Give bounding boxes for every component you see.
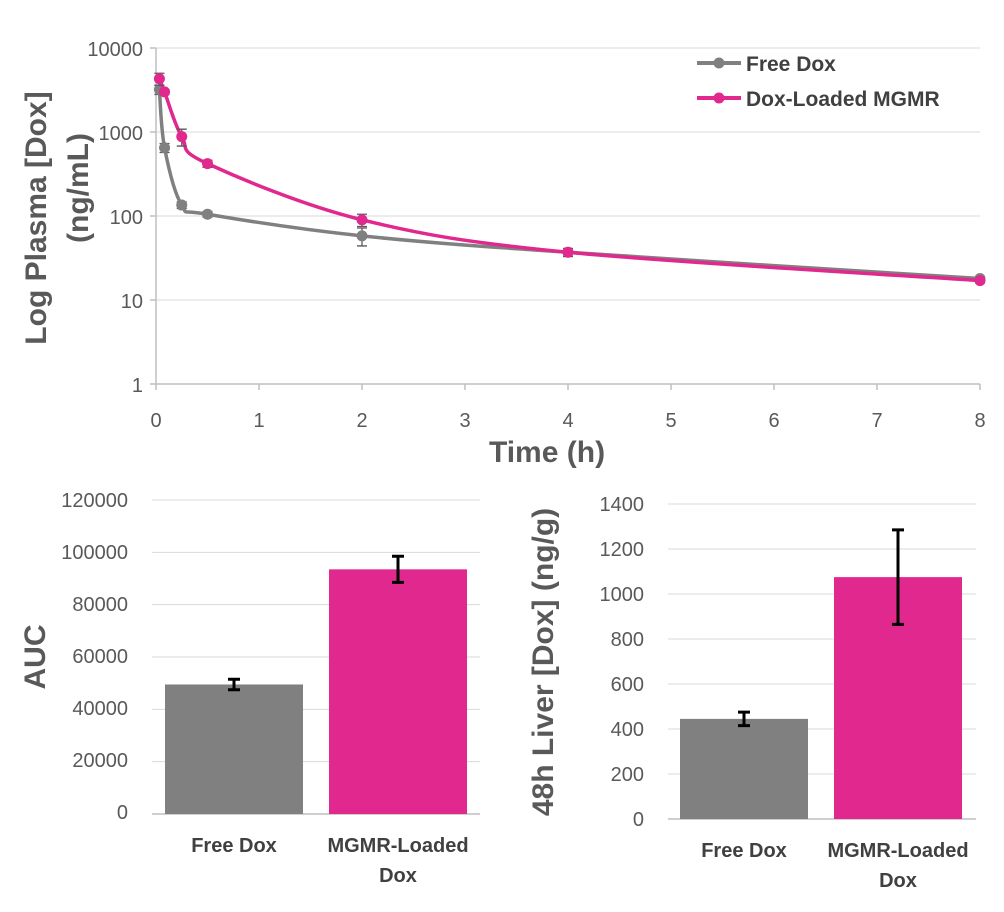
data-point (562, 246, 574, 258)
liver-y-tick-labels: 1400 1200 1000 800 600 400 200 0 (600, 494, 645, 831)
category-label: Free Dox (701, 840, 787, 862)
data-point (153, 73, 165, 85)
liver-bars (680, 528, 962, 819)
y-tick-label: 0 (117, 802, 128, 824)
category-label: Free Dox (191, 835, 277, 857)
data-point (176, 199, 188, 211)
y-tick-label: 100 (110, 207, 143, 229)
plasma-axes (150, 47, 981, 390)
y-tick-label: 40000 (72, 698, 128, 720)
series-dox-loaded-mgmr (153, 72, 986, 287)
y-tick-label: 200 (611, 764, 644, 786)
y-tick-label: 80000 (72, 594, 128, 616)
y-tick-label: 400 (611, 719, 644, 741)
error-bar (392, 554, 404, 584)
x-tick-label: 7 (871, 410, 882, 432)
y-axis-title-line1: Log Plasma [Dox] (20, 91, 53, 344)
data-point (159, 86, 171, 98)
y-tick-label: 600 (611, 674, 644, 696)
error-bar (228, 677, 240, 692)
series-line (157, 89, 981, 281)
y-tick-label: 1000 (99, 123, 144, 145)
data-point (356, 230, 368, 242)
x-tick-label: 4 (562, 410, 573, 432)
plasma-x-tick-labels: 0 1 2 3 4 5 6 7 8 (150, 410, 985, 432)
y-tick-label: 100000 (61, 542, 128, 564)
plasma-series (153, 72, 986, 287)
data-point (176, 131, 188, 143)
x-tick-label: 1 (253, 410, 264, 432)
legend: Free Dox Dox-Loaded MGMR (697, 53, 940, 111)
x-tick-label: 6 (768, 410, 779, 432)
legend-marker-free-dox (713, 57, 725, 69)
auc-bars (165, 554, 467, 814)
x-tick-label: 0 (150, 410, 161, 432)
liver-bar-chart: 1400 1200 1000 800 600 400 200 0 Free Do… (527, 494, 976, 892)
y-axis-title: 48h Liver [Dox] (ng/g) (527, 508, 560, 816)
bar (165, 684, 303, 814)
y-axis-title-line2: (ng/mL) (62, 133, 95, 243)
series-line (157, 78, 981, 283)
legend-marker-mgmr (713, 92, 725, 104)
bar (329, 569, 467, 814)
plasma-gridlines (156, 47, 980, 301)
auc-bar-chart: 120000 100000 80000 60000 40000 20000 0 … (19, 490, 480, 887)
data-point (202, 158, 213, 170)
y-tick-label: 60000 (72, 646, 128, 668)
legend-label: Dox-Loaded MGMR (746, 88, 940, 111)
y-axis-title: AUC (19, 625, 52, 690)
error-bar (738, 710, 750, 728)
category-label: MGMR-Loaded (327, 835, 468, 857)
legend-label: Free Dox (746, 53, 836, 76)
auc-category-labels: Free Dox MGMR-Loaded Dox (191, 835, 468, 887)
y-tick-label: 120000 (61, 490, 128, 512)
y-tick-label: 1000 (600, 584, 645, 606)
y-tick-label: 1400 (600, 494, 645, 516)
data-point (159, 142, 171, 154)
category-label: Dox (379, 865, 417, 887)
category-label: MGMR-Loaded (827, 840, 968, 862)
x-tick-label: 3 (459, 410, 470, 432)
y-tick-label: 10000 (87, 39, 143, 61)
x-tick-label: 5 (665, 410, 676, 432)
legend-item-free-dox: Free Dox (697, 53, 836, 76)
y-tick-label: 800 (611, 629, 644, 651)
y-tick-label: 1200 (600, 539, 645, 561)
category-label: Dox (879, 870, 917, 892)
y-tick-label: 10 (121, 291, 143, 313)
y-tick-label: 0 (633, 809, 644, 831)
y-tick-label: 20000 (72, 750, 128, 772)
data-point (974, 275, 986, 287)
x-tick-label: 2 (356, 410, 367, 432)
legend-item-mgmr: Dox-Loaded MGMR (697, 88, 940, 111)
auc-y-tick-labels: 120000 100000 80000 60000 40000 20000 0 (61, 490, 128, 824)
bar (680, 718, 808, 819)
plasma-line-chart: 10000 1000 100 10 1 0 1 2 3 4 5 6 7 8 Ti… (20, 39, 986, 469)
x-tick-label: 8 (974, 410, 985, 432)
error-bar (892, 528, 904, 626)
plasma-y-tick-labels: 10000 1000 100 10 1 (87, 39, 143, 397)
y-tick-label: 1 (132, 375, 143, 397)
liver-category-labels: Free Dox MGMR-Loaded Dox (701, 840, 968, 892)
data-point (356, 214, 368, 226)
data-point (202, 208, 213, 220)
x-axis-title: Time (h) (489, 436, 605, 469)
